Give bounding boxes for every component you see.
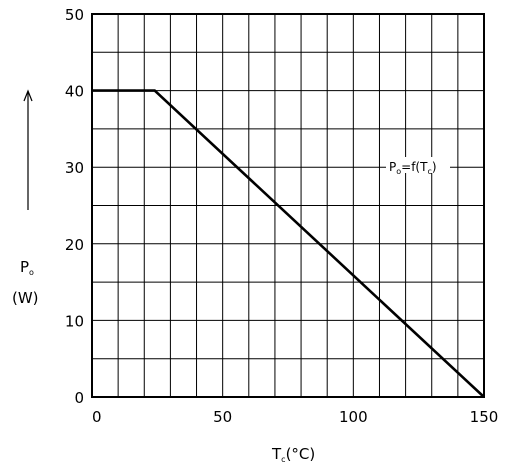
x-tick-label: 100 xyxy=(339,408,368,426)
grid xyxy=(92,14,484,397)
tick-labels: 0 10 20 30 40 50 0 50 100 150 xyxy=(65,6,498,426)
x-tick-label: 0 xyxy=(92,408,102,426)
y-axis-unit: (W) xyxy=(12,289,39,307)
y-axis-arrow-icon xyxy=(23,89,33,210)
curve-label: Po=f(Tc) xyxy=(389,160,437,176)
plot-frame xyxy=(91,13,485,398)
y-tick-label: 20 xyxy=(65,236,84,254)
y-tick-label: 10 xyxy=(65,312,84,330)
y-tick-label: 0 xyxy=(74,389,84,407)
y-tick-label: 50 xyxy=(65,6,84,24)
y-tick-label: 30 xyxy=(65,159,84,177)
x-axis-label: Tc(°C) xyxy=(271,445,315,464)
y-axis-label: Po xyxy=(20,258,34,277)
derating-line xyxy=(92,89,485,398)
y-tick-label: 40 xyxy=(65,83,84,101)
x-tick-label: 50 xyxy=(213,408,232,426)
curve-label-bg xyxy=(386,157,450,173)
x-tick-label: 150 xyxy=(470,408,499,426)
